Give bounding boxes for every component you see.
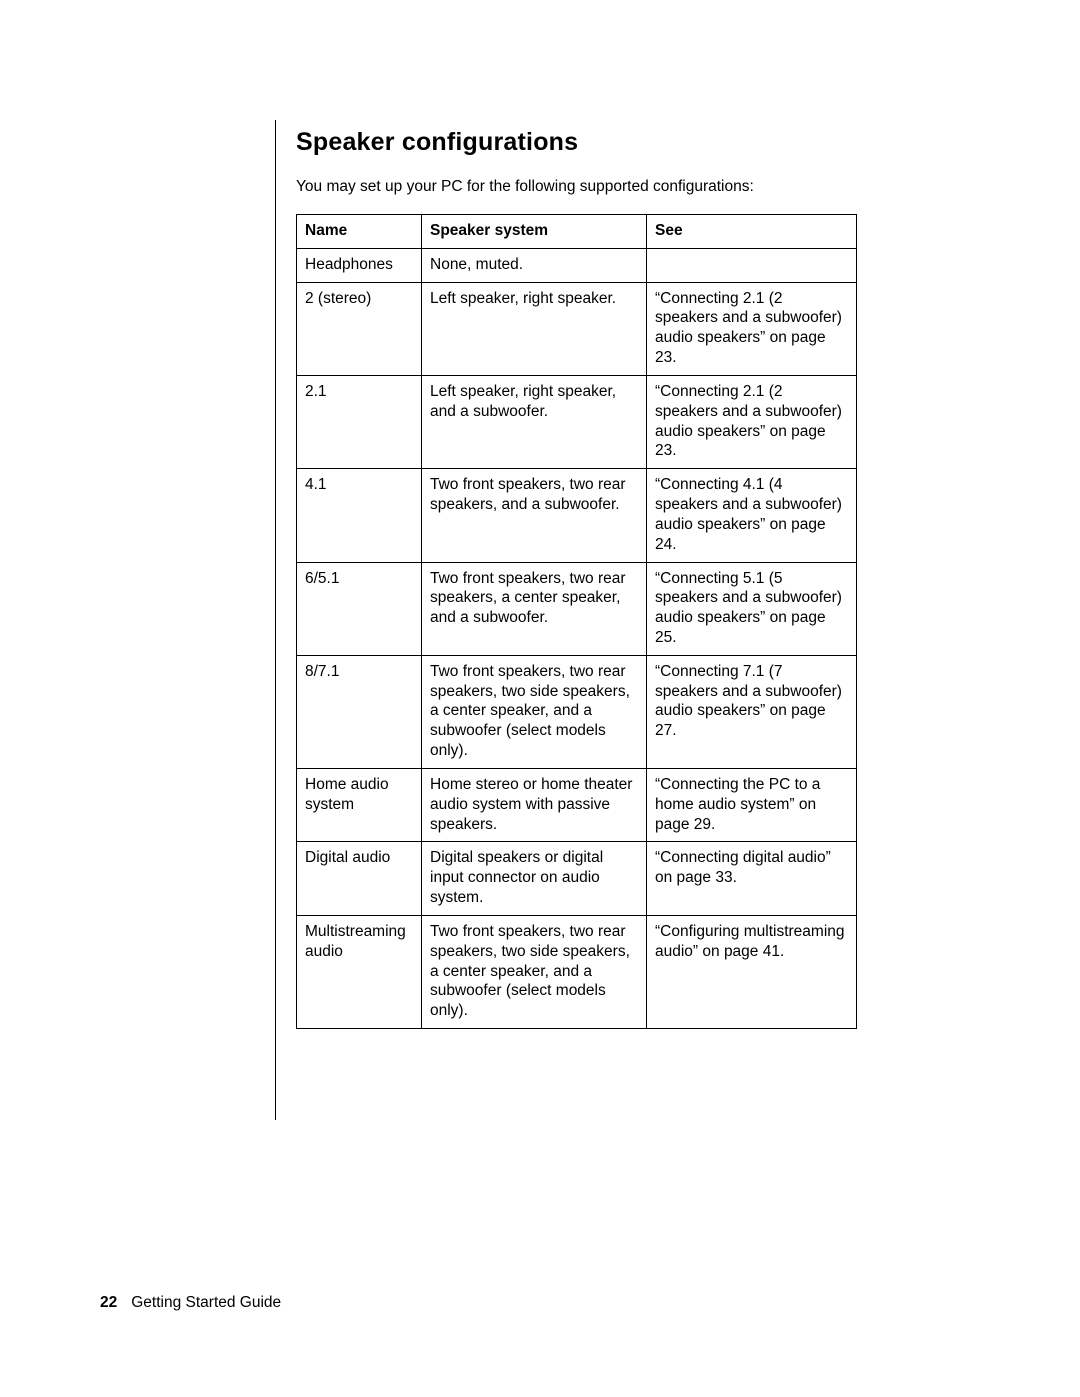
cell-see bbox=[647, 248, 857, 282]
main-content: Speaker configurations You may set up yo… bbox=[296, 128, 856, 1029]
cell-name: 6/5.1 bbox=[297, 562, 422, 655]
col-header-system: Speaker system bbox=[422, 214, 647, 248]
page-footer: 22 Getting Started Guide bbox=[100, 1294, 281, 1312]
cell-name: Home audio system bbox=[297, 768, 422, 841]
table-row: 8/7.1 Two front speakers, two rear speak… bbox=[297, 655, 857, 768]
cell-see: “Connecting 2.1 (2 speakers and a subwoo… bbox=[647, 375, 857, 468]
cell-system: Left speaker, right speaker. bbox=[422, 282, 647, 375]
table-row: 2.1 Left speaker, right speaker, and a s… bbox=[297, 375, 857, 468]
cell-name: Multistreaming audio bbox=[297, 915, 422, 1028]
cell-name: Headphones bbox=[297, 248, 422, 282]
cell-name: 8/7.1 bbox=[297, 655, 422, 768]
cell-name: 4.1 bbox=[297, 469, 422, 562]
document-page: Speaker configurations You may set up yo… bbox=[0, 0, 1080, 1397]
cell-see: “Connecting digital audio” on page 33. bbox=[647, 842, 857, 915]
cell-see: “Connecting 4.1 (4 speakers and a subwoo… bbox=[647, 469, 857, 562]
cell-system: Two front speakers, two rear speakers, a… bbox=[422, 562, 647, 655]
cell-system: None, muted. bbox=[422, 248, 647, 282]
table-row: Multistreaming audio Two front speakers,… bbox=[297, 915, 857, 1028]
cell-see: “Connecting 7.1 (7 speakers and a subwoo… bbox=[647, 655, 857, 768]
speaker-config-table: Name Speaker system See Headphones None,… bbox=[296, 214, 857, 1029]
intro-paragraph: You may set up your PC for the following… bbox=[296, 177, 856, 198]
table-row: 4.1 Two front speakers, two rear speaker… bbox=[297, 469, 857, 562]
section-heading: Speaker configurations bbox=[296, 128, 856, 157]
cell-system: Home stereo or home theater audio system… bbox=[422, 768, 647, 841]
page-number: 22 bbox=[100, 1294, 117, 1311]
cell-see: “Connecting the PC to a home audio syste… bbox=[647, 768, 857, 841]
table-header-row: Name Speaker system See bbox=[297, 214, 857, 248]
table-row: Digital audio Digital speakers or digita… bbox=[297, 842, 857, 915]
cell-system: Digital speakers or digital input connec… bbox=[422, 842, 647, 915]
left-margin-rule bbox=[275, 120, 276, 1120]
cell-name: 2 (stereo) bbox=[297, 282, 422, 375]
cell-system: Left speaker, right speaker, and a subwo… bbox=[422, 375, 647, 468]
table-row: Home audio system Home stereo or home th… bbox=[297, 768, 857, 841]
table-row: 2 (stereo) Left speaker, right speaker. … bbox=[297, 282, 857, 375]
cell-system: Two front speakers, two rear speakers, t… bbox=[422, 655, 647, 768]
table-row: 6/5.1 Two front speakers, two rear speak… bbox=[297, 562, 857, 655]
cell-system: Two front speakers, two rear speakers, a… bbox=[422, 469, 647, 562]
cell-name: Digital audio bbox=[297, 842, 422, 915]
table-row: Headphones None, muted. bbox=[297, 248, 857, 282]
doc-title: Getting Started Guide bbox=[131, 1294, 281, 1311]
cell-see: “Configuring multistreaming audio” on pa… bbox=[647, 915, 857, 1028]
col-header-name: Name bbox=[297, 214, 422, 248]
cell-see: “Connecting 5.1 (5 speakers and a subwoo… bbox=[647, 562, 857, 655]
cell-name: 2.1 bbox=[297, 375, 422, 468]
cell-system: Two front speakers, two rear speakers, t… bbox=[422, 915, 647, 1028]
cell-see: “Connecting 2.1 (2 speakers and a subwoo… bbox=[647, 282, 857, 375]
col-header-see: See bbox=[647, 214, 857, 248]
